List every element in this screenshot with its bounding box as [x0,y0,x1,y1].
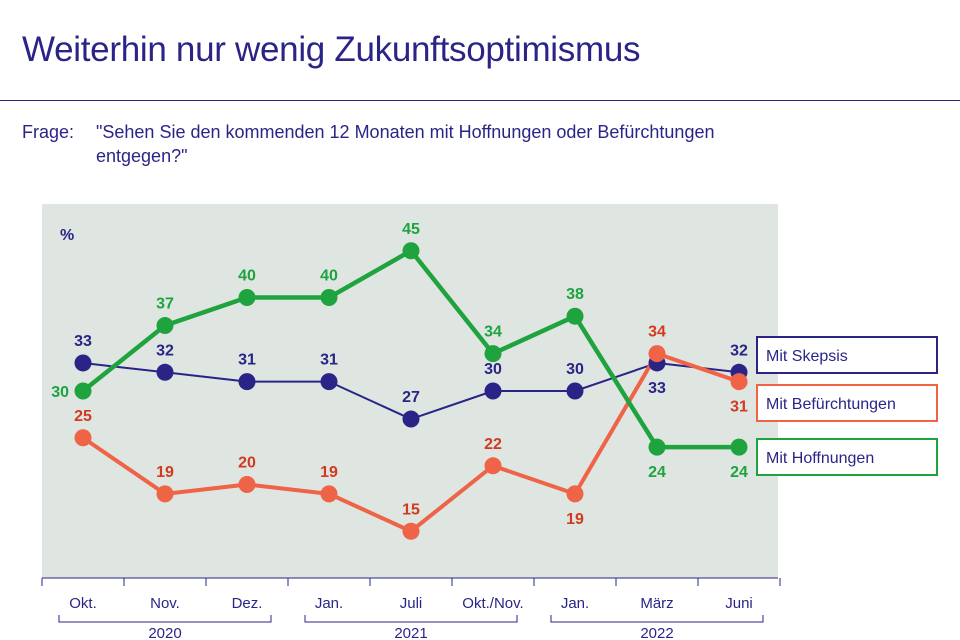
data-point [74,429,92,447]
data-point [648,438,666,456]
data-point [320,289,338,306]
data-label: 31 [320,352,338,369]
data-label: 27 [402,389,420,406]
year-label: 2022 [640,625,673,640]
question-text: Frage: "Sehen Sie den kommenden 12 Monate… [22,120,922,168]
year-bracket [304,615,518,623]
data-point [730,373,748,391]
data-label: 32 [730,342,748,359]
title-divider [0,100,960,101]
data-point [484,457,502,475]
question-line-2: entgegen?" [96,146,188,166]
x-tick-label: Jan. [315,595,343,612]
data-point [320,485,338,503]
data-point [156,363,174,381]
data-label: 15 [402,501,420,518]
data-point [238,476,256,493]
x-tick-label: Okt. [69,595,97,612]
data-point [566,485,584,503]
question-line-1: "Sehen Sie den kommenden 12 Monaten mit … [96,122,715,142]
data-label: 30 [51,384,69,401]
data-label: 19 [566,511,584,528]
data-label: 33 [74,333,92,350]
legend-box [756,438,938,476]
data-label: 19 [156,464,174,481]
x-tick-label: Nov. [150,595,180,612]
data-label: 45 [402,221,420,238]
year-label: 2021 [394,625,427,640]
data-point [648,345,666,363]
data-point [74,354,92,372]
data-label: 38 [566,286,584,303]
data-label: 19 [320,464,338,481]
data-label: 34 [484,324,502,341]
data-label: 25 [74,408,92,425]
year-bracket [58,615,272,623]
data-label: 24 [648,464,666,481]
data-point [566,307,584,325]
data-label: 30 [566,361,584,378]
data-point [402,522,420,540]
page-title: Weiterhin nur wenig Zukunftsoptimismus [22,30,641,69]
x-tick-label: Dez. [232,595,263,612]
data-label: 22 [484,436,502,453]
data-label: 40 [238,268,256,285]
legend-box [756,336,938,374]
x-tick-label: Jan. [561,595,589,612]
data-point [402,410,420,428]
y-unit-label: % [60,227,74,244]
data-point [730,438,748,456]
data-point [156,485,174,503]
legend-label: Mit Skepsis [766,348,848,365]
data-label: 24 [730,464,748,481]
data-label: 31 [730,399,748,416]
data-label: 32 [156,342,174,359]
year-bracket [550,615,764,623]
data-label: 37 [156,296,174,313]
legend-box [756,384,938,422]
data-point [484,382,502,400]
data-point [74,382,92,400]
plot-area [42,204,778,578]
data-point [402,242,420,260]
data-label: 30 [484,361,502,378]
data-label: 33 [648,380,666,397]
data-label: 34 [648,324,666,341]
x-tick-label: Juni [725,595,753,612]
data-point [484,345,502,363]
x-tick-label: März [640,595,673,612]
question-prefix: Frage: [22,122,75,142]
legend-label: Mit Hoffnungen [766,450,874,467]
x-tick-label: Juli [400,595,423,612]
legend-label: Mit Befürchtungen [766,396,896,413]
data-label: 40 [320,268,338,285]
data-point [320,373,338,391]
data-label: 31 [238,352,256,369]
year-label: 2020 [148,625,181,640]
data-label: 20 [238,455,256,472]
data-point [156,317,174,335]
data-point [238,373,256,391]
x-tick-label: Okt./Nov. [462,595,523,612]
data-point [238,289,256,306]
data-point [566,382,584,400]
